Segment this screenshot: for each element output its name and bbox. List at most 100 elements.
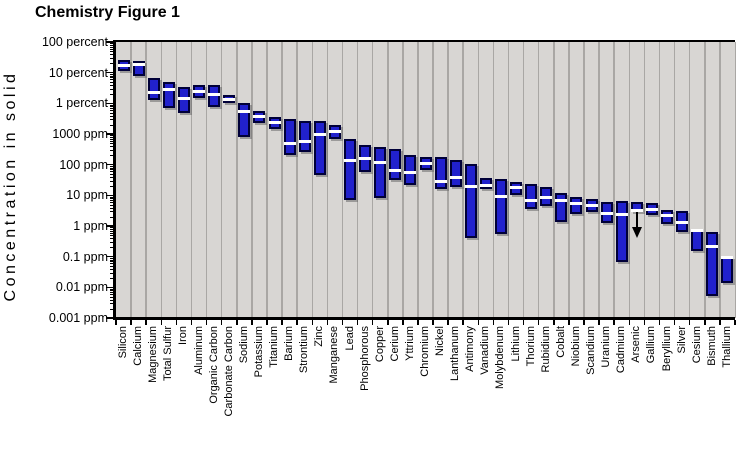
x-tick — [281, 319, 283, 325]
x-tick-label-cadmium: Cadmium — [615, 326, 628, 374]
y-minor-tick — [110, 51, 114, 53]
median-line-phosphorous — [359, 157, 372, 161]
y-minor-tick — [110, 258, 114, 260]
x-tick — [160, 319, 163, 325]
x-tick — [115, 319, 117, 325]
column-separator — [266, 42, 268, 318]
x-tick — [371, 319, 374, 325]
y-minor-tick — [110, 143, 114, 145]
x-tick — [296, 319, 298, 325]
median-line-lanthanum — [449, 176, 462, 180]
y-minor-tick — [110, 308, 114, 310]
y-minor-tick — [110, 290, 114, 292]
median-line-titanium — [268, 121, 281, 125]
column-separator — [628, 42, 631, 318]
column-separator — [432, 42, 434, 318]
y-minor-tick — [110, 81, 114, 83]
x-tick-label-thallium: Thallium — [720, 326, 733, 368]
below-detection-arrow-stem — [635, 212, 638, 228]
column-separator — [371, 42, 374, 318]
column-separator — [643, 42, 646, 318]
median-line-barium — [283, 142, 296, 145]
y-minor-tick — [110, 167, 114, 169]
y-minor-tick — [110, 135, 114, 137]
y-minor-tick — [110, 46, 114, 48]
y-minor-tick — [110, 299, 114, 301]
y-axis-spine — [113, 40, 116, 319]
x-tick-label-copper: Copper — [373, 326, 386, 363]
x-tick-label-yttrium: Yttrium — [403, 326, 416, 361]
median-line-manganese — [328, 130, 341, 134]
column-separator — [205, 42, 208, 318]
median-line-cadmium — [615, 213, 628, 217]
median-line-uranium — [600, 211, 613, 215]
column-separator — [522, 42, 525, 318]
y-minor-tick — [110, 200, 114, 202]
column-separator — [175, 42, 178, 318]
x-tick-label-beryllium: Beryllium — [660, 326, 673, 372]
column-separator — [130, 42, 132, 318]
y-minor-tick — [110, 140, 114, 142]
column-separator — [583, 42, 585, 318]
y-minor-tick — [110, 58, 114, 60]
column-separator — [507, 42, 510, 318]
y-minor-tick — [110, 263, 114, 265]
range-bar-vanadium — [479, 177, 492, 190]
column-separator — [281, 42, 283, 318]
x-tick — [553, 319, 555, 325]
range-bar-lanthanum — [449, 160, 462, 187]
y-minor-tick — [110, 119, 114, 121]
range-bar-total-sulfur — [162, 81, 175, 109]
column-separator — [492, 42, 495, 318]
y-tick-label: 100 percent — [41, 35, 108, 49]
column-separator — [341, 42, 344, 318]
x-tick — [568, 319, 570, 325]
x-tick-label-uranium: Uranium — [600, 326, 613, 368]
median-line-iron — [177, 97, 190, 101]
x-tick-label-silver: Silver — [675, 326, 688, 354]
range-bar-cerium — [389, 148, 402, 181]
x-tick — [734, 319, 736, 325]
y-minor-tick — [110, 124, 114, 126]
y-minor-tick — [110, 232, 114, 234]
median-line-cobalt — [555, 198, 568, 202]
x-tick — [598, 319, 600, 325]
median-line-copper — [374, 160, 387, 164]
x-tick-label-titanium: Titanium — [268, 326, 281, 368]
y-minor-tick — [110, 235, 114, 237]
y-minor-tick — [110, 288, 114, 290]
x-tick — [175, 319, 178, 325]
y-minor-tick — [110, 169, 114, 171]
column-separator — [462, 42, 464, 318]
y-minor-tick — [110, 272, 114, 274]
x-tick — [326, 319, 329, 325]
median-line-lead — [344, 158, 356, 162]
column-separator — [417, 42, 419, 318]
column-separator — [402, 42, 404, 318]
x-tick-label-organic-carbon: Organic Carbon — [207, 326, 220, 404]
median-line-bismuth — [706, 245, 719, 249]
column-separator — [447, 42, 449, 318]
median-line-gallium — [645, 208, 658, 212]
x-tick — [130, 319, 132, 325]
median-line-total-sulfur — [162, 88, 175, 92]
median-line-calcium — [132, 62, 145, 66]
column-separator — [704, 42, 706, 318]
range-bar-cobalt — [555, 192, 568, 223]
y-minor-tick — [110, 94, 114, 96]
x-tick-label-calcium: Calcium — [132, 326, 145, 366]
x-tick-label-antimony: Antimony — [464, 326, 477, 372]
column-separator — [356, 42, 359, 318]
x-tick — [447, 319, 449, 325]
x-tick-label-niobium: Niobium — [569, 326, 582, 367]
y-minor-tick — [110, 106, 114, 108]
range-bar-magnesium — [147, 78, 160, 100]
range-bar-cadmium — [615, 201, 628, 263]
y-minor-tick — [110, 104, 114, 106]
column-separator — [477, 42, 480, 318]
x-tick-label-manganese: Manganese — [328, 326, 341, 384]
y-tick-label: 10 ppm — [66, 188, 108, 203]
median-line-silver — [676, 220, 689, 224]
y-minor-tick — [110, 228, 114, 230]
